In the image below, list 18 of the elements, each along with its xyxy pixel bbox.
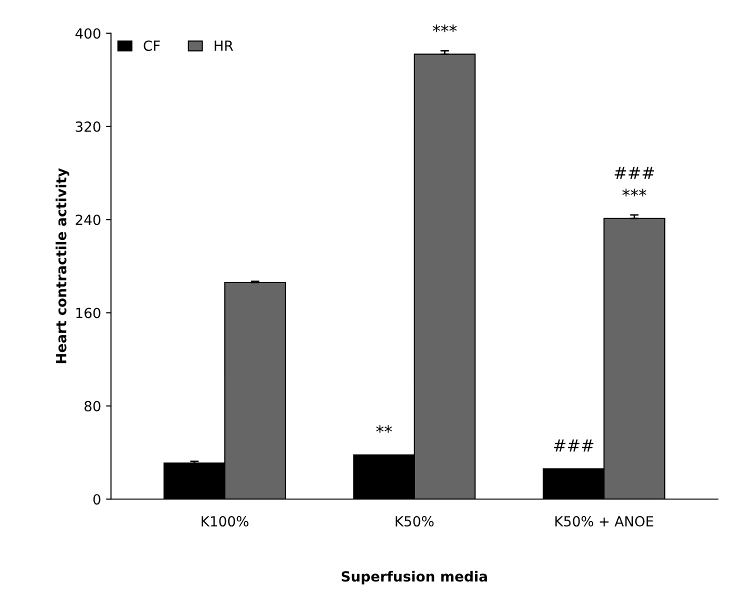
legend-label: CF <box>144 40 160 51</box>
annotation: ### <box>614 166 654 179</box>
x-axis-title: Superfusion media <box>342 570 487 584</box>
y-tick-label: 160 <box>76 308 100 318</box>
x-tick-label: K50% <box>396 516 434 527</box>
y-tick-label: 240 <box>76 214 100 226</box>
annotation: *** <box>432 24 457 32</box>
y-tick-label: 80 <box>84 400 100 412</box>
annotation: ** <box>376 425 392 433</box>
annotation: ### <box>554 440 594 452</box>
y-tick-label: 320 <box>76 121 100 132</box>
y-tick-label: 400 <box>75 28 100 39</box>
legend-label: HR <box>214 40 234 51</box>
y-axis-title: Heart contractile activity <box>56 168 70 364</box>
x-tick-label: K100% <box>202 516 248 527</box>
x-tick-label: K50% + ANOE <box>555 516 654 527</box>
y-tick-label: 0 <box>93 494 100 505</box>
annotation: *** <box>622 188 646 196</box>
